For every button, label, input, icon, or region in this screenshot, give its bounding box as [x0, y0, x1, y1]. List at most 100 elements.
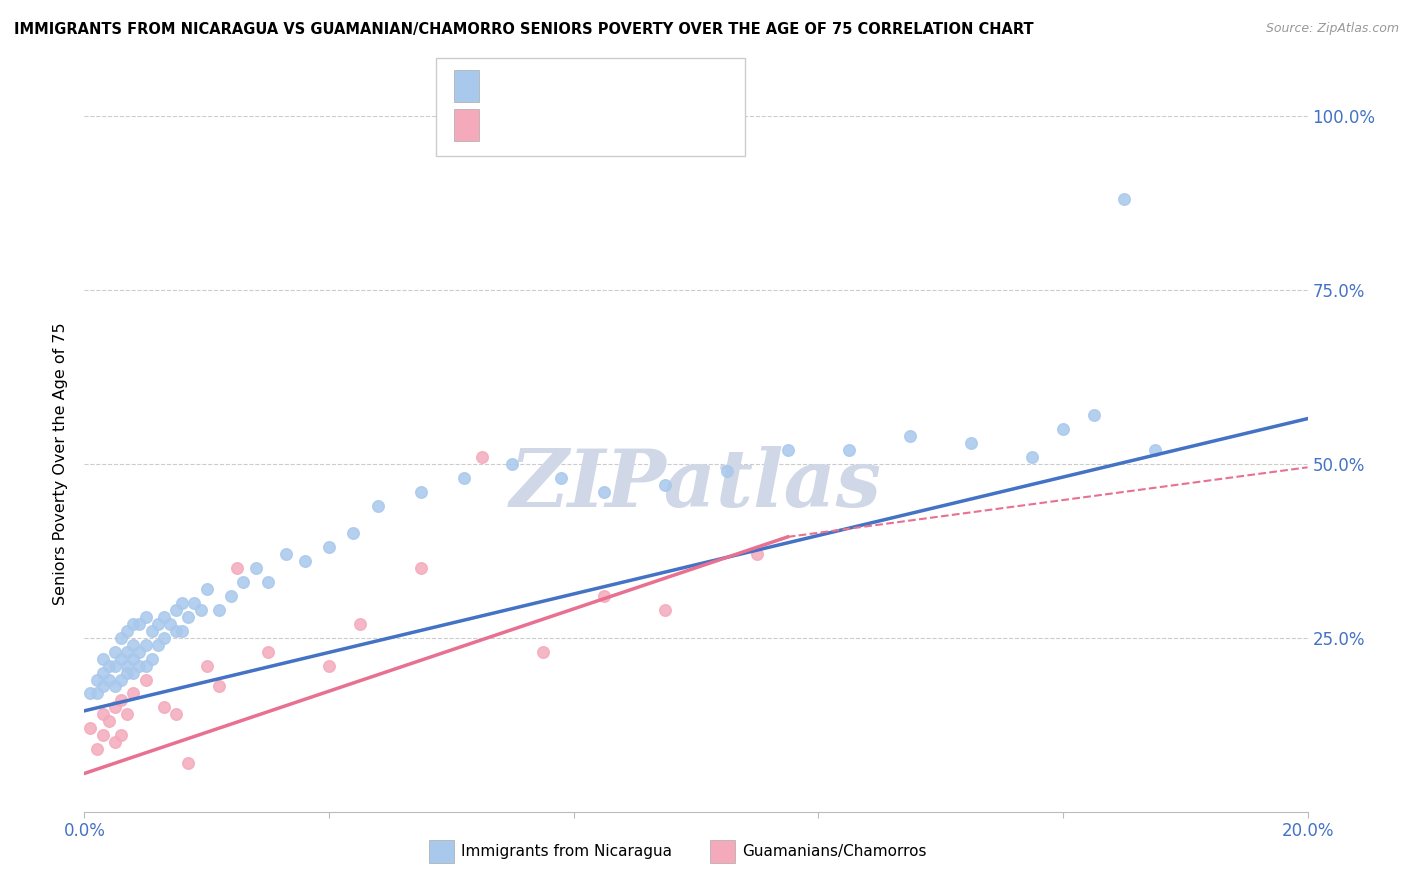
Point: [153, 610, 176, 624]
Text: Immigrants from Nicaragua: Immigrants from Nicaragua: [461, 845, 672, 859]
Point: [79, 721, 101, 735]
Point: [153, 631, 176, 645]
Point: [349, 616, 371, 631]
Point: [226, 561, 249, 575]
Point: [110, 728, 132, 742]
Point: [318, 541, 340, 555]
Point: [122, 638, 145, 652]
Point: [141, 651, 163, 665]
Point: [97, 658, 120, 673]
Point: [471, 450, 494, 464]
Point: [593, 589, 616, 603]
Point: [245, 561, 267, 575]
Point: [110, 651, 132, 665]
Point: [172, 596, 194, 610]
Point: [97, 714, 120, 729]
Point: [104, 658, 127, 673]
Point: [1021, 450, 1043, 464]
Point: [294, 554, 316, 568]
Point: [115, 707, 138, 722]
Point: [409, 484, 432, 499]
Point: [86, 673, 108, 687]
Point: [208, 603, 231, 617]
Point: [550, 471, 572, 485]
Point: [183, 596, 205, 610]
Point: [135, 658, 157, 673]
Point: [91, 707, 114, 722]
Point: [747, 547, 769, 561]
Point: [165, 707, 187, 722]
Point: [208, 680, 231, 694]
Point: [110, 693, 132, 707]
Point: [110, 631, 132, 645]
Point: [177, 756, 200, 770]
Point: [91, 680, 114, 694]
Point: [1083, 408, 1105, 422]
Point: [79, 686, 101, 700]
Text: IMMIGRANTS FROM NICARAGUA VS GUAMANIAN/CHAMORRO SENIORS POVERTY OVER THE AGE OF : IMMIGRANTS FROM NICARAGUA VS GUAMANIAN/C…: [14, 22, 1033, 37]
Point: [159, 616, 181, 631]
Point: [165, 603, 187, 617]
Point: [122, 651, 145, 665]
Point: [257, 645, 280, 659]
Point: [219, 589, 242, 603]
Point: [232, 575, 254, 590]
Point: [654, 477, 676, 491]
Text: Source: ZipAtlas.com: Source: ZipAtlas.com: [1265, 22, 1399, 36]
Point: [195, 582, 218, 596]
Y-axis label: Seniors Poverty Over the Age of 75: Seniors Poverty Over the Age of 75: [53, 323, 69, 605]
Point: [141, 624, 163, 638]
Point: [104, 700, 127, 714]
Point: [190, 603, 212, 617]
Point: [502, 457, 524, 471]
Point: [776, 442, 799, 457]
Point: [122, 616, 145, 631]
Text: R = 0.599    N = 69: R = 0.599 N = 69: [488, 77, 664, 95]
Point: [122, 665, 145, 680]
Point: [135, 610, 157, 624]
Point: [115, 658, 138, 673]
Point: [104, 735, 127, 749]
Point: [172, 624, 194, 638]
Point: [86, 686, 108, 700]
Point: [153, 700, 176, 714]
Point: [135, 638, 157, 652]
Point: [716, 464, 738, 478]
Point: [115, 624, 138, 638]
Point: [104, 680, 127, 694]
Point: [654, 603, 676, 617]
Point: [1114, 193, 1136, 207]
Point: [128, 616, 150, 631]
Point: [453, 471, 475, 485]
Point: [86, 742, 108, 756]
Point: [838, 442, 860, 457]
Point: [342, 526, 364, 541]
Point: [165, 624, 187, 638]
Point: [91, 651, 114, 665]
Point: [91, 728, 114, 742]
Text: R = 0.377    N = 27: R = 0.377 N = 27: [488, 116, 664, 134]
Point: [1052, 422, 1074, 436]
Point: [593, 484, 616, 499]
Point: [960, 436, 983, 450]
Text: Guamanians/Chamorros: Guamanians/Chamorros: [742, 845, 927, 859]
Point: [409, 561, 432, 575]
Point: [257, 575, 280, 590]
Point: [128, 658, 150, 673]
Point: [115, 665, 138, 680]
Point: [115, 645, 138, 659]
Point: [97, 673, 120, 687]
Text: ZIPatlas: ZIPatlas: [510, 446, 882, 524]
Point: [367, 499, 389, 513]
Point: [128, 645, 150, 659]
Point: [318, 658, 340, 673]
Point: [195, 658, 218, 673]
Point: [146, 616, 169, 631]
Point: [1143, 442, 1166, 457]
Point: [104, 645, 127, 659]
Point: [898, 429, 921, 443]
Point: [91, 665, 114, 680]
Point: [135, 673, 157, 687]
Point: [122, 686, 145, 700]
Point: [146, 638, 169, 652]
